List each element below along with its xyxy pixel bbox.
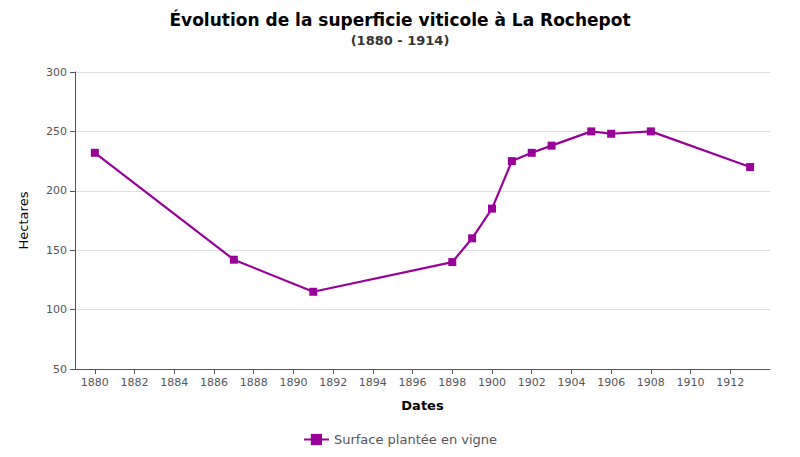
svg-text:1884: 1884 xyxy=(160,376,188,389)
svg-text:1892: 1892 xyxy=(319,376,347,389)
svg-text:1908: 1908 xyxy=(637,376,665,389)
svg-text:150: 150 xyxy=(46,244,67,257)
svg-text:1906: 1906 xyxy=(597,376,625,389)
svg-text:1902: 1902 xyxy=(518,376,546,389)
svg-text:Surface plantée en vigne: Surface plantée en vigne xyxy=(334,432,497,447)
svg-text:1888: 1888 xyxy=(240,376,268,389)
svg-text:300: 300 xyxy=(46,66,67,79)
svg-text:50: 50 xyxy=(53,363,67,376)
svg-text:200: 200 xyxy=(46,184,67,197)
svg-text:1904: 1904 xyxy=(557,376,585,389)
svg-text:1912: 1912 xyxy=(716,376,744,389)
svg-text:1894: 1894 xyxy=(359,376,387,389)
svg-text:(1880 - 1914): (1880 - 1914) xyxy=(351,33,450,48)
svg-text:1890: 1890 xyxy=(279,376,307,389)
svg-text:1880: 1880 xyxy=(81,376,109,389)
svg-text:1900: 1900 xyxy=(478,376,506,389)
svg-text:250: 250 xyxy=(46,125,67,138)
svg-text:1896: 1896 xyxy=(399,376,427,389)
svg-text:100: 100 xyxy=(46,303,67,316)
svg-text:Dates: Dates xyxy=(401,398,444,413)
svg-text:1882: 1882 xyxy=(121,376,149,389)
svg-text:1886: 1886 xyxy=(200,376,228,389)
svg-text:1898: 1898 xyxy=(438,376,466,389)
svg-text:1910: 1910 xyxy=(677,376,705,389)
svg-text:Hectares: Hectares xyxy=(16,191,31,249)
svg-text:Évolution de la superficie vit: Évolution de la superficie viticole à La… xyxy=(169,9,630,30)
